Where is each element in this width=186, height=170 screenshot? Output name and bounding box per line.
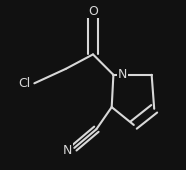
Text: Cl: Cl (18, 77, 30, 90)
Text: N: N (118, 68, 127, 81)
Text: O: O (88, 5, 98, 18)
Text: N: N (63, 144, 72, 157)
